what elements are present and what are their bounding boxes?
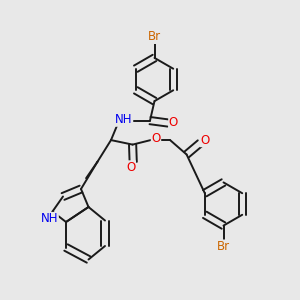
Text: O: O: [126, 161, 135, 174]
Text: NH: NH: [41, 212, 58, 226]
Text: O: O: [152, 132, 160, 146]
Text: O: O: [200, 134, 209, 147]
Text: Br: Br: [217, 240, 230, 253]
Text: O: O: [169, 116, 178, 130]
Text: NH: NH: [115, 113, 133, 126]
Text: Br: Br: [148, 30, 161, 44]
